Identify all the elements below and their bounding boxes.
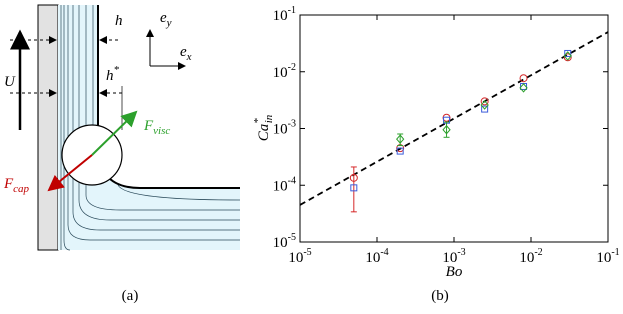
- y-axis-label: Ca*in: [252, 114, 275, 141]
- h-star-sup: *: [114, 64, 120, 76]
- point: [350, 184, 358, 192]
- tick-exp: -1: [611, 247, 619, 258]
- tick-exp: -3: [288, 119, 296, 130]
- u-label: U: [4, 74, 16, 90]
- caption: (b): [431, 288, 449, 304]
- tick-exp: -3: [457, 247, 465, 258]
- caption: (a): [122, 288, 139, 304]
- tick-exp: -5: [288, 232, 296, 243]
- diagram: h h* U ey ex Fvisc Fcap (a): [3, 4, 241, 304]
- tick-label: 10-1: [596, 247, 619, 266]
- ex-label: ex: [180, 44, 192, 63]
- tick-label: 10-5: [273, 232, 296, 251]
- point: [563, 53, 572, 62]
- y-label-sub: in: [263, 114, 275, 123]
- tick-exp: -5: [303, 247, 311, 258]
- tick-label: 10-1: [273, 5, 296, 24]
- ex-sub: x: [186, 51, 192, 63]
- f-cap-main: F: [3, 176, 14, 192]
- y-label-main: Ca: [256, 124, 272, 142]
- point: [481, 105, 489, 113]
- point: [480, 100, 489, 110]
- h-label: h: [115, 13, 123, 29]
- tick-label: 10-2: [273, 62, 296, 81]
- tick-base: 10: [273, 178, 288, 194]
- tick-exp: -4: [288, 175, 296, 186]
- point: [396, 147, 404, 155]
- chart: Bo Ca*in (b) 10-5 10-4 10-3 10-2 10-110-510-…: [252, 5, 620, 304]
- point: [564, 49, 572, 57]
- f-visc-main: F: [143, 118, 154, 134]
- tick-base: 10: [273, 235, 288, 251]
- f-cap-sub: cap: [13, 183, 29, 195]
- tick-base: 10: [596, 250, 611, 266]
- h-star-label: h*: [106, 64, 120, 84]
- ey-sub: y: [166, 17, 172, 29]
- tick-base: 10: [273, 8, 288, 24]
- x-axis-label: Bo: [446, 264, 463, 280]
- tick-base: 10: [442, 250, 457, 266]
- tick-base: 10: [273, 65, 288, 81]
- f-visc-label: Fvisc: [143, 118, 170, 137]
- tick-base: 10: [365, 250, 380, 266]
- f-cap-arrow: [47, 154, 93, 192]
- tick-exp: -2: [534, 247, 542, 258]
- plot-frame: [299, 14, 609, 243]
- point: [480, 97, 489, 106]
- tick-base: 10: [288, 250, 303, 266]
- point: [396, 134, 405, 144]
- point: [349, 173, 358, 182]
- f-cap-label: Fcap: [3, 176, 30, 195]
- point: [442, 125, 451, 135]
- y-label-sup: *: [252, 118, 264, 124]
- tick-label: 10-4: [365, 247, 388, 266]
- tick-label: 10-3: [273, 119, 296, 138]
- ex-main: e: [180, 44, 187, 60]
- tick-label: 10-5: [288, 247, 311, 266]
- ey-main: e: [160, 10, 167, 26]
- tick-label: 10-2: [519, 247, 542, 266]
- ey-label: ey: [160, 10, 172, 29]
- tick-base: 10: [273, 122, 288, 138]
- fit-line: [299, 31, 609, 206]
- point: [519, 83, 528, 93]
- tick-exp: -4: [380, 247, 388, 258]
- tick-base: 10: [519, 250, 534, 266]
- tick-exp: -2: [288, 62, 296, 73]
- tick-label: 10-3: [442, 247, 465, 266]
- point: [519, 74, 528, 83]
- f-visc-arrow: [91, 110, 138, 156]
- streamlines: [60, 5, 241, 251]
- h-star-main: h: [106, 68, 114, 84]
- f-visc-sub: visc: [153, 125, 170, 137]
- tick-exp: -1: [288, 5, 296, 16]
- wall: [37, 4, 59, 251]
- point: [563, 51, 572, 61]
- tick-label: 10-4: [273, 175, 296, 194]
